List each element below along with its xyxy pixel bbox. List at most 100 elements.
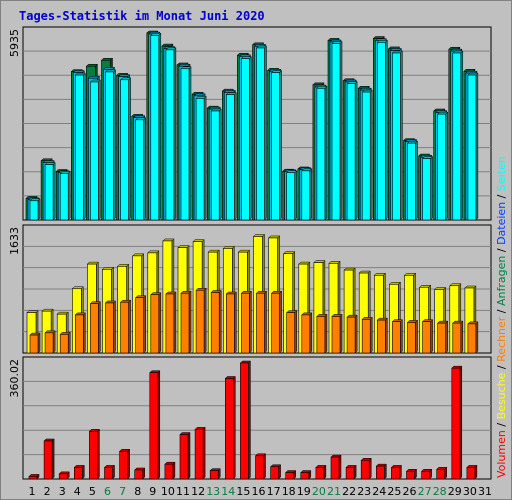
bar-besuche-day-15-top [237, 249, 251, 253]
bar-volumen-day-10-side [172, 461, 176, 480]
bar-anfragen-day-24-top [372, 36, 385, 39]
bar-rechner-day-5 [89, 301, 102, 354]
bar-rechner-day-24 [376, 317, 388, 354]
bar-volumen-day-3-face [58, 473, 68, 480]
bar-volumen-day-25 [390, 464, 403, 480]
bar-rechner-day-3-top [59, 332, 71, 335]
bar-seiten-day-13-face [210, 110, 220, 221]
bar-volumen-day-19 [300, 469, 312, 480]
bar-seiten-day-21 [331, 40, 343, 221]
x-tick-label: 2 [44, 485, 51, 498]
bar-volumen-day-30 [466, 464, 478, 480]
bar-volumen-day-7-side [127, 448, 130, 480]
bar-seiten-day-1-face [29, 200, 39, 221]
bar-volumen-day-13 [209, 468, 221, 480]
bar-rechner-day-29 [452, 320, 464, 354]
x-tick-label: 29 [448, 485, 462, 498]
bar-volumen-day-4 [73, 464, 85, 480]
bar-rechner-day-9-face [150, 294, 160, 354]
bar-volumen-day-12-face [194, 429, 204, 480]
bar-volumen-day-28 [436, 466, 448, 480]
bar-seiten-day-11-side [188, 66, 192, 221]
legend-separator: / [495, 362, 508, 373]
bar-seiten-day-28-face [437, 113, 447, 221]
bar-volumen-day-8-face [134, 469, 143, 480]
bar-seiten-day-30-face [467, 74, 477, 221]
bar-volumen-day-4-face [74, 467, 83, 480]
bar-rechner-day-1-face [29, 334, 39, 354]
bar-volumen-day-15 [239, 360, 252, 480]
x-tick-label: 23 [357, 485, 371, 498]
x-tick-label: 8 [134, 485, 141, 498]
x-tick-label: 10 [161, 485, 175, 498]
bar-volumen-day-2-face [43, 440, 53, 480]
bar-volumen-day-12 [194, 426, 206, 480]
bar-rechner-day-21-face [331, 316, 341, 354]
bar-seiten-day-26-face [407, 142, 416, 221]
bar-seiten-day-7 [119, 77, 132, 221]
bar-rechner-day-26-face [407, 322, 416, 354]
x-tick-label: 19 [297, 485, 311, 498]
bar-seiten-day-29 [452, 50, 464, 221]
bar-seiten-day-7-side [128, 77, 131, 221]
bar-rechner-day-23-face [361, 319, 371, 354]
bar-rechner-day-23 [361, 316, 373, 354]
bar-volumen-day-17-face [270, 466, 279, 480]
legend-item-rechner: Rechner [495, 316, 508, 362]
bar-rechner-day-3 [59, 331, 71, 354]
bar-rechner-day-18-top [286, 310, 298, 313]
bar-volumen-day-29-face [451, 367, 461, 480]
bar-rechner-day-5-side [98, 301, 101, 354]
bar-volumen-day-25-face [391, 467, 400, 480]
bar-seiten-day-4-side [83, 72, 86, 221]
bar-seiten-day-28-top [437, 111, 449, 115]
bar-seiten-day-11 [180, 66, 192, 221]
x-tick-label: 22 [342, 485, 356, 498]
bar-rechner-day-25-face [392, 321, 401, 354]
bar-seiten-day-1 [29, 198, 41, 221]
bar-rechner-day-3-face [59, 334, 69, 354]
x-tick-label: 21 [327, 485, 341, 498]
bar-volumen-day-14-side [233, 375, 236, 480]
bar-volumen-day-29-top [451, 365, 463, 369]
bar-seiten-day-18-face [286, 172, 296, 221]
bar-rechner-day-11-side [188, 290, 192, 354]
bar-rechner-day-18 [286, 310, 298, 354]
bar-volumen-day-17 [269, 464, 282, 480]
bar-volumen-day-11 [179, 431, 191, 480]
bar-rechner-day-17 [270, 290, 283, 354]
bar-volumen-day-18-face [285, 472, 295, 480]
bar-seiten-day-3 [59, 170, 71, 221]
bar-seiten-day-23-top [361, 89, 373, 93]
y-max-label: 360.02 [8, 359, 21, 398]
bar-seiten-day-20 [316, 85, 328, 221]
bar-volumen-day-24 [375, 463, 387, 480]
bar-dateien-day-11-top [178, 63, 191, 67]
bar-seiten-day-9-side [158, 32, 162, 221]
x-tick-label: 9 [149, 485, 156, 498]
bar-rechner-day-20 [316, 313, 328, 354]
bar-rechner-day-8 [135, 295, 147, 354]
bar-volumen-day-15-side [248, 360, 251, 480]
bar-seiten-day-10 [165, 47, 177, 221]
bar-volumen-day-9-top [149, 370, 161, 373]
bar-rechner-day-8-face [135, 297, 144, 354]
x-tick-label: 1 [29, 485, 36, 498]
bar-rechner-day-4-face [75, 314, 84, 354]
bar-seiten-day-16 [255, 45, 268, 221]
bar-seiten-day-17-face [271, 72, 280, 221]
bar-seiten-day-19 [301, 168, 313, 221]
bar-rechner-day-24-face [376, 319, 386, 354]
bar-besuche-day-18-top [283, 251, 296, 254]
bar-volumen-day-9-face [149, 372, 159, 480]
bar-volumen-day-27 [420, 468, 433, 480]
x-tick-label: 7 [119, 485, 126, 498]
bar-volumen-day-22 [345, 464, 357, 480]
bar-seiten-day-6-side [113, 69, 116, 221]
bar-volumen-day-5 [88, 428, 101, 480]
bar-volumen-day-16-face [255, 455, 264, 480]
bar-rechner-day-5-face [90, 303, 99, 354]
bar-seiten-day-17 [270, 69, 283, 221]
x-tick-label: 17 [267, 485, 281, 498]
